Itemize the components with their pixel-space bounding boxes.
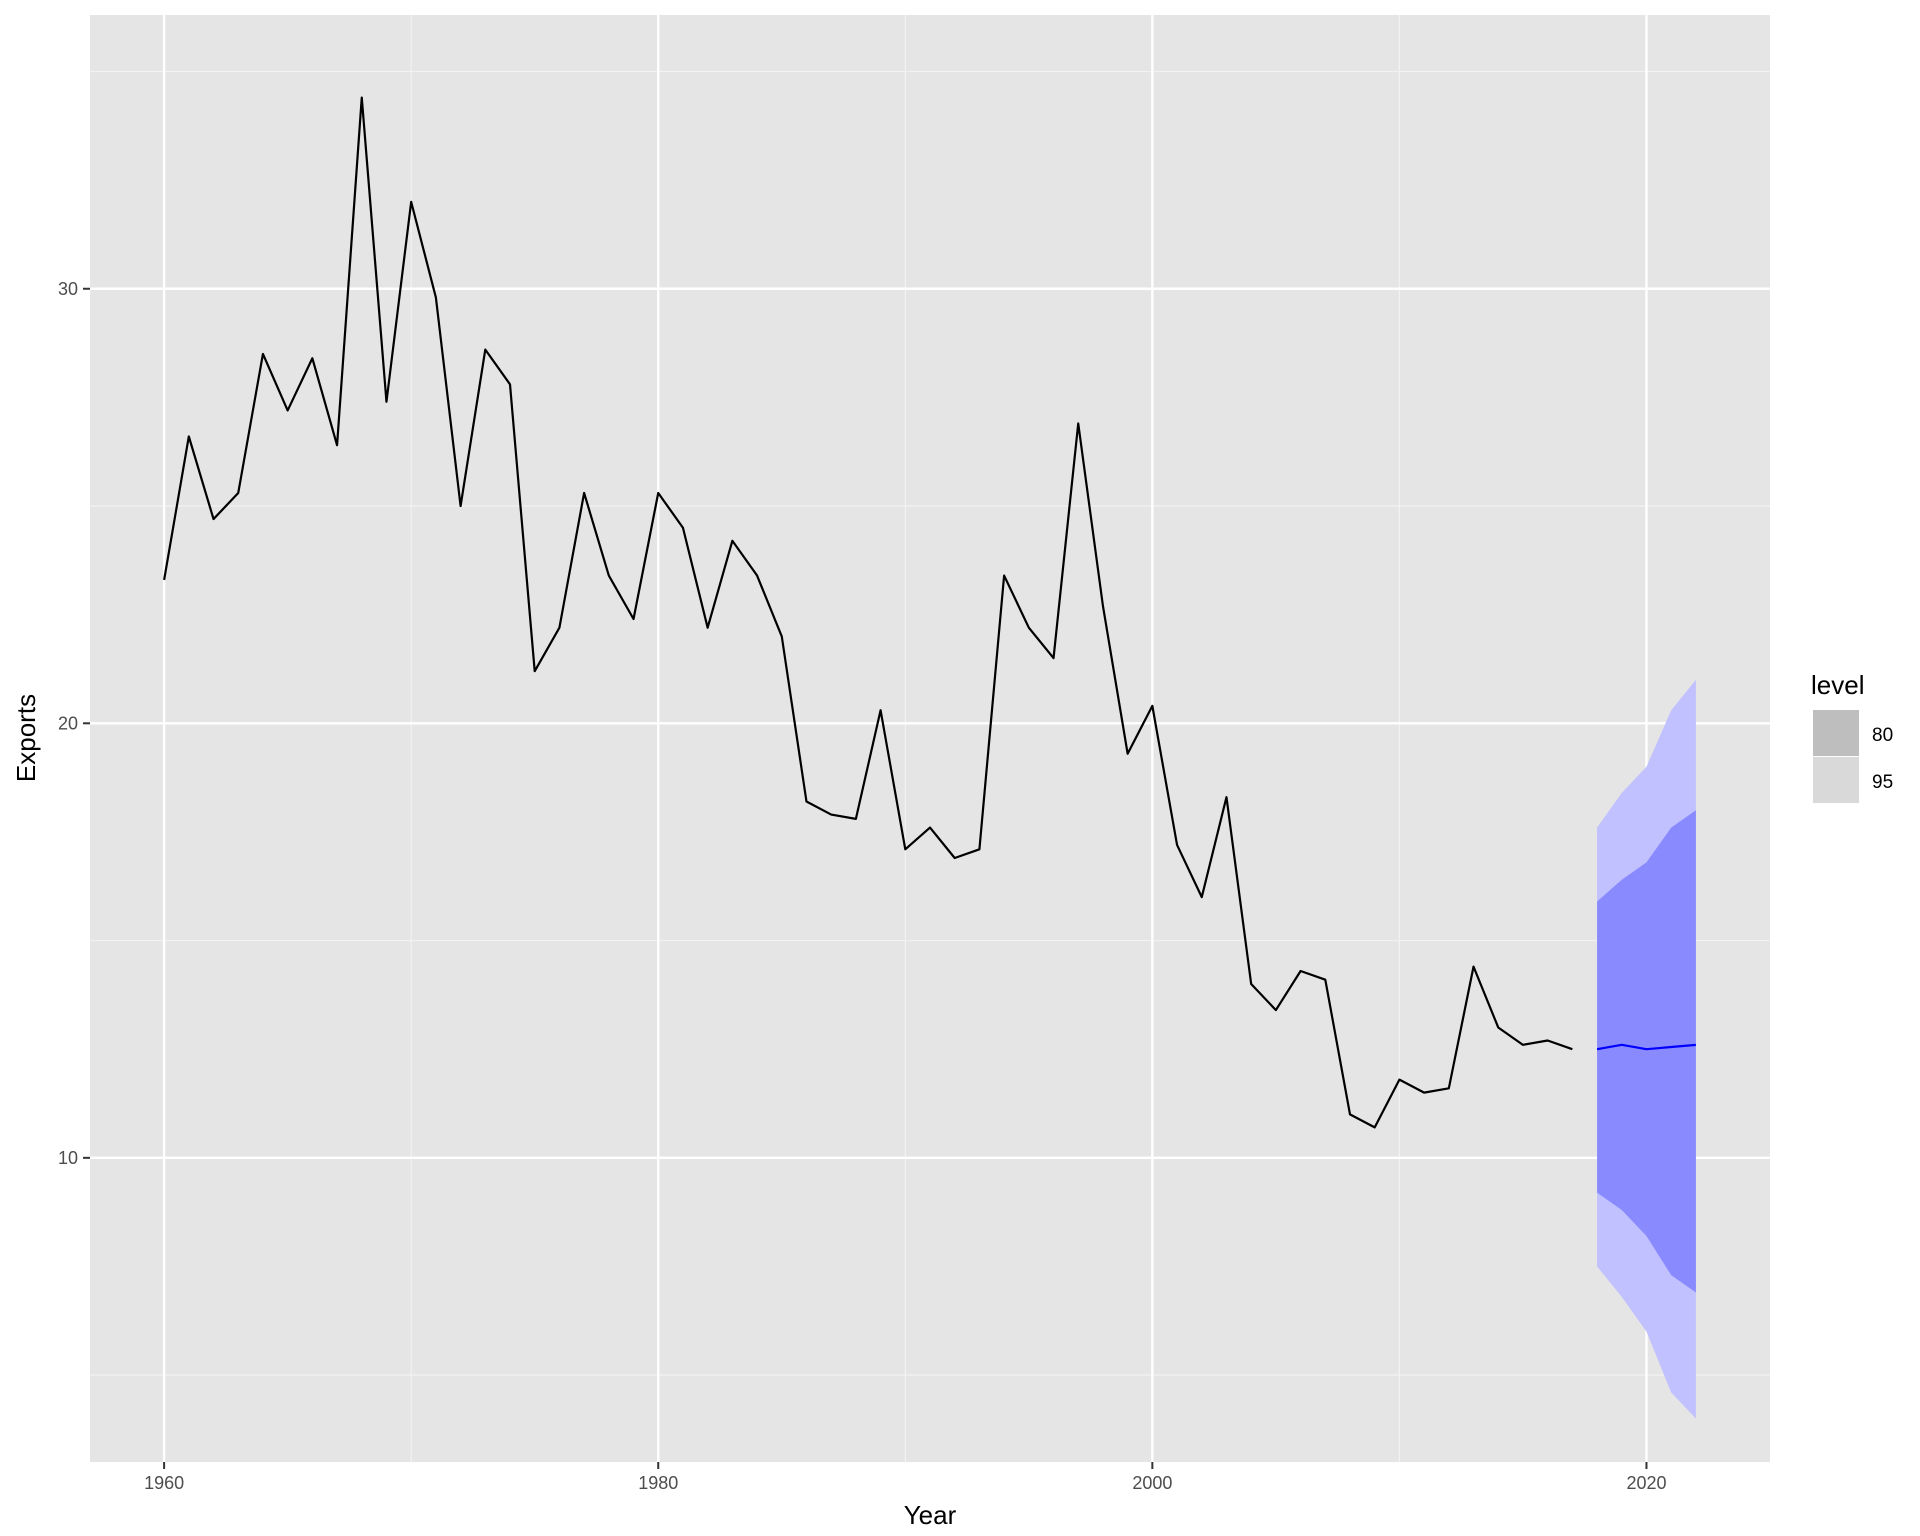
plot-panel — [90, 15, 1770, 1462]
minor-gridlines — [90, 15, 1770, 1462]
y-tick-label: 30 — [58, 279, 78, 299]
legend-key-95 — [1813, 757, 1859, 803]
axes: 1960 1980 2000 2020 10 20 30 — [58, 279, 1667, 1493]
legend-title: level — [1811, 670, 1864, 700]
legend-key-80 — [1813, 710, 1859, 756]
y-axis-title: Exports — [11, 694, 41, 782]
y-tick-label: 20 — [58, 713, 78, 733]
legend: level 80 95 — [1811, 670, 1893, 803]
legend-label-95: 95 — [1872, 772, 1893, 793]
x-tick-label: 1980 — [638, 1473, 678, 1493]
x-tick-label: 1960 — [144, 1473, 184, 1493]
forecast-mean-line — [1596, 1043, 1696, 1051]
x-tick-label: 2000 — [1132, 1473, 1172, 1493]
interval-band-80 — [1597, 810, 1696, 1293]
series-lines — [163, 96, 1696, 1129]
x-axis-title: Year — [904, 1500, 957, 1530]
y-tick-label: 10 — [58, 1148, 78, 1168]
exports-series-line — [163, 96, 1573, 1129]
x-tick-label: 2020 — [1626, 1473, 1666, 1493]
major-gridlines — [90, 15, 1770, 1462]
legend-label-80: 80 — [1872, 725, 1893, 746]
